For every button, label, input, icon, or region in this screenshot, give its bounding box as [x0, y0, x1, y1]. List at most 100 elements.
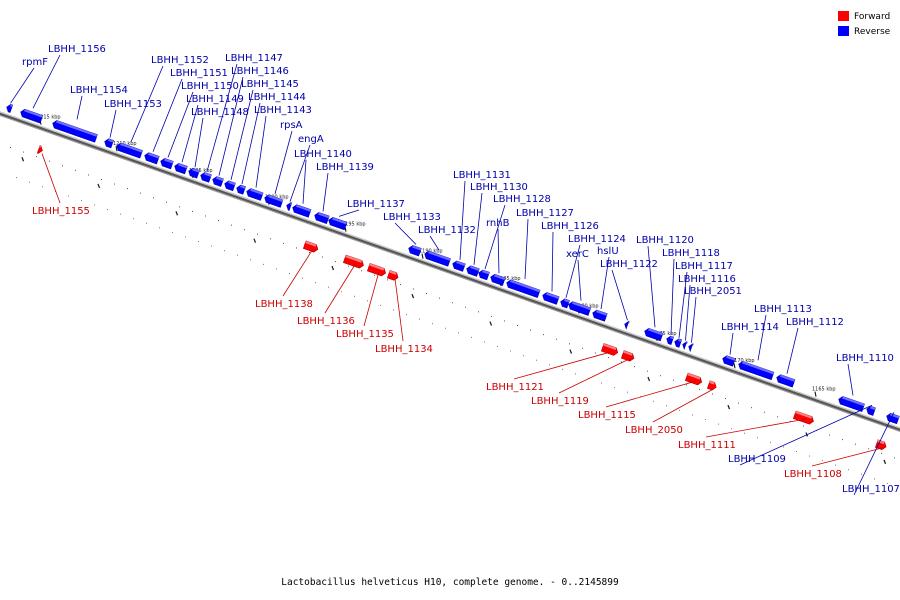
gene-label-enga: engA: [298, 134, 324, 145]
legend-swatch-forward: [838, 11, 849, 21]
gene-label-lbhh-1132: LBHH_1132: [418, 225, 476, 236]
gene-label-lbhh-1112: LBHH_1112: [786, 317, 844, 328]
gene-lbhh-2050: [706, 380, 717, 391]
gene-label-lbhh-1144: LBHH_1144: [248, 92, 306, 103]
gene-lbhh-1139: [314, 212, 330, 225]
tick-mark: [814, 391, 817, 397]
gene-label-lbhh-1109: LBHH_1109: [728, 454, 786, 465]
gene-lbhh-1143: [246, 188, 264, 201]
gene-label-lbhh-1136: LBHH_1136: [297, 316, 355, 327]
gene-lbhh-1109: [866, 405, 876, 416]
gene-lbhh-1134: [386, 270, 399, 281]
gene-lbhh-1130: [466, 265, 480, 277]
scale-dots: [10, 147, 895, 484]
gene-label-lbhh-1143: LBHH_1143: [254, 105, 312, 116]
gene-lbhh-1118: [666, 335, 675, 345]
tick-label: 1185 kbp: [497, 276, 521, 282]
gene-label-lbhh-1156: LBHH_1156: [48, 44, 106, 55]
tick-mark: [115, 146, 118, 152]
gene-label-lbhh-1118: LBHH_1118: [662, 248, 720, 259]
gene-label-lbhh-1128: LBHH_1128: [493, 194, 551, 205]
gene-label-lbhh-1153: LBHH_1153: [104, 99, 162, 110]
gene-xerc: [568, 301, 592, 316]
gene-lbhh-1137: [328, 217, 348, 231]
gene-label-lbhh-1113: LBHH_1113: [754, 304, 812, 315]
tick-label: 1165 kbp: [812, 387, 836, 393]
map-caption: Lactobacillus helveticus H10, complete g…: [281, 577, 619, 588]
gene-lbhh-1128: [478, 269, 490, 281]
gene-lbhh-1156: [20, 108, 44, 124]
gene-label-lbhh-1147: LBHH_1147: [225, 53, 283, 64]
gene-lbhh-1146: [212, 176, 224, 187]
gene-label-lbhh-1117: LBHH_1117: [675, 261, 733, 272]
gene-label-lbhh-1119: LBHH_1119: [531, 396, 589, 407]
gene-label-rpsa: rpsA: [280, 120, 303, 131]
gene-lbhh-1114: [722, 355, 736, 367]
gene-label-lbhh-1146: LBHH_1146: [231, 66, 289, 77]
gene-label-lbhh-1124: LBHH_1124: [568, 234, 626, 245]
gene-lbhh-1131: [452, 260, 466, 272]
gene-lbhh-1136: [342, 254, 364, 269]
gene-label-lbhh-1145: LBHH_1145: [241, 79, 299, 90]
gene-label-lbhh-1135: LBHH_1135: [336, 329, 394, 340]
gene-label-lbhh-1154: LBHH_1154: [70, 85, 128, 96]
gene-label-lbhh-1116: LBHH_1116: [678, 274, 736, 285]
gene-lbhh-1147: [200, 172, 212, 183]
gene-lbhh-1124: [560, 298, 570, 309]
gene-label-lbhh-1130: LBHH_1130: [470, 182, 528, 193]
gene-label-lbhh-1149: LBHH_1149: [186, 94, 244, 105]
gene-label-lbhh-1139: LBHH_1139: [316, 162, 374, 173]
gene-label-lbhh-1137: LBHH_1137: [347, 199, 405, 210]
tick-label: 1175 kbp: [653, 331, 677, 337]
gene-label-lbhh-2050: LBHH_2050: [625, 425, 683, 436]
gene-label-lbhh-1122: LBHH_1122: [600, 259, 658, 270]
gene-lbhh-1108: [874, 439, 887, 450]
legend-label-forward: Forward: [854, 12, 890, 22]
gene-label-lbhh-1115: LBHH_1115: [578, 410, 636, 421]
gene-lbhh-1140: [292, 204, 312, 218]
gene-lbhh-1153: [104, 138, 114, 149]
legend: Forward Reverse: [838, 11, 891, 37]
gene-label-rpmf: rpmF: [22, 57, 48, 68]
gene-hslu: [592, 309, 608, 322]
gene-lbhh-1151: [144, 152, 160, 165]
gene-label-lbhh-1110: LBHH_1110: [836, 353, 894, 364]
gene-lbhh-1112: [776, 374, 796, 388]
gene-label-lbhh-1131: LBHH_1131: [453, 170, 511, 181]
gene-lbhh-1126: [542, 292, 560, 305]
gene-lbhh-1113: [738, 360, 775, 381]
gene-lbhh-1120: [644, 327, 664, 342]
gene-label-hslu: hslU: [597, 246, 619, 257]
gene-label-lbhh-1127: LBHH_1127: [516, 208, 574, 219]
gene-lbhh-1155: [36, 145, 43, 154]
tick-label: 1215 kbp: [37, 115, 61, 121]
gene-label-lbhh-1114: LBHH_1114: [721, 322, 779, 333]
gene-label-lbhh-2051: LBHH_2051: [684, 286, 742, 297]
gene-lbhh-1132: [424, 250, 451, 267]
gene-enga: [286, 202, 293, 211]
gene-lbhh-1150: [160, 158, 174, 170]
tick-mark: [733, 363, 736, 369]
gene-label-lbhh-1126: LBHH_1126: [541, 221, 599, 232]
tick-mark: [421, 253, 424, 259]
tick-label: 1195 kbp: [342, 222, 366, 228]
gene-label-lbhh-1107: LBHH_1107: [842, 484, 900, 495]
gene-lbhh-2051: [688, 343, 694, 353]
gene-lbhh-1116: [682, 340, 688, 351]
gene-lbhh-1152: [116, 142, 143, 159]
gene-lbhh-1111: [792, 410, 814, 425]
gene-rpmf: [6, 103, 14, 113]
gene-lbhh-1148: [188, 167, 200, 179]
gene-label-rnhb: rnhB: [486, 218, 510, 229]
tick-label: 1205 kbp: [189, 168, 213, 174]
gene-rnhb: [490, 273, 506, 286]
gene-lbhh-1115: [684, 372, 703, 386]
gene-label-lbhh-1108: LBHH_1108: [784, 469, 842, 480]
gene-label-lbhh-1111: LBHH_1111: [678, 440, 736, 451]
gene-features: [6, 103, 900, 450]
gene-label-lbhh-1138: LBHH_1138: [255, 299, 313, 310]
gene-label-lbhh-1140: LBHH_1140: [294, 149, 352, 160]
legend-label-reverse: Reverse: [854, 27, 891, 37]
